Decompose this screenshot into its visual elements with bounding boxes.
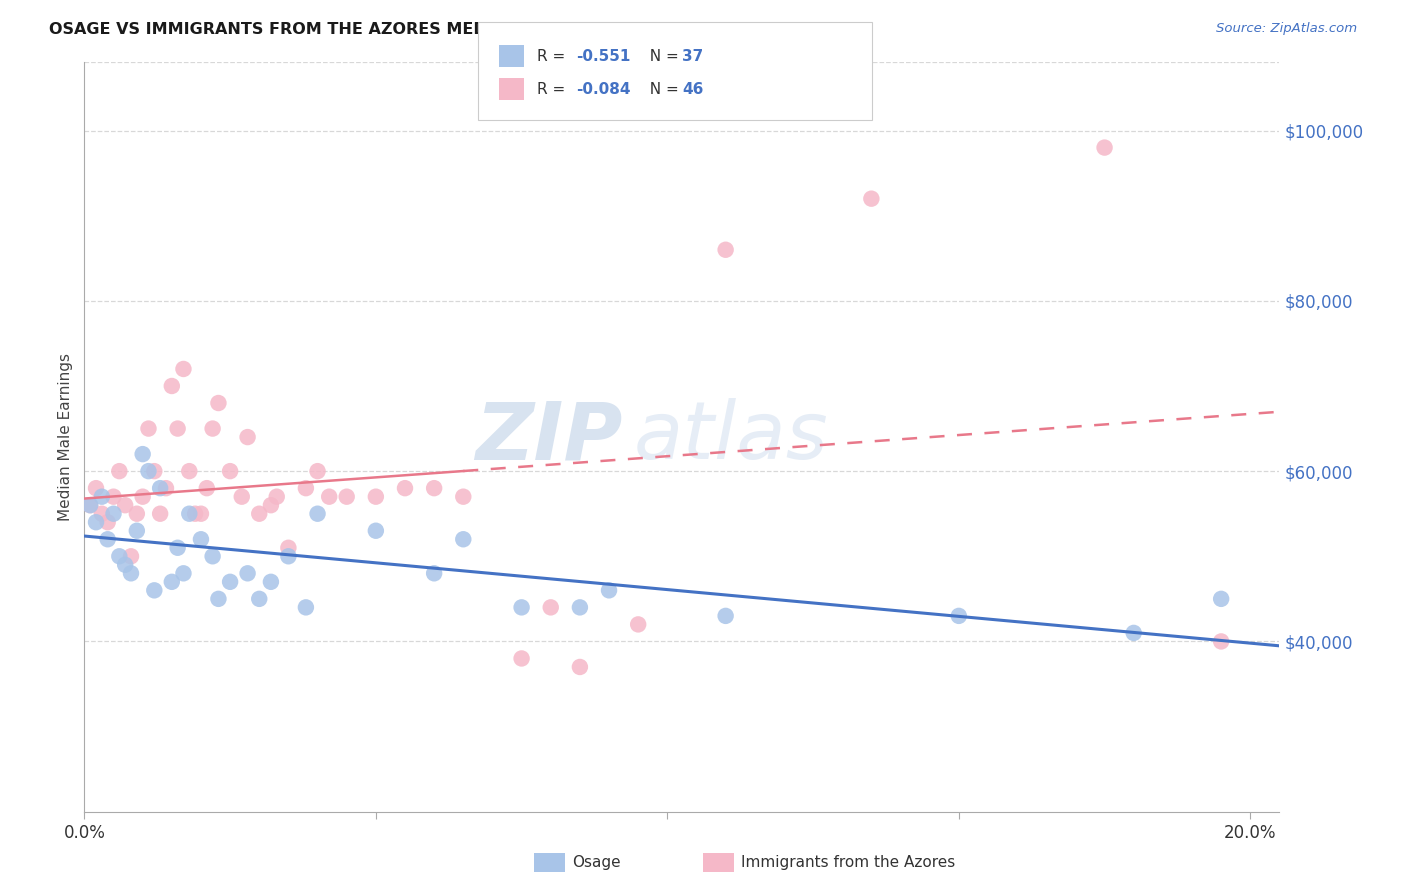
- Text: OSAGE VS IMMIGRANTS FROM THE AZORES MEDIAN MALE EARNINGS CORRELATION CHART: OSAGE VS IMMIGRANTS FROM THE AZORES MEDI…: [49, 22, 870, 37]
- Point: [336, 490, 359, 504]
- Point: [138, 421, 160, 435]
- Point: [155, 481, 177, 495]
- Point: [172, 362, 194, 376]
- Point: [318, 490, 340, 504]
- Point: [125, 507, 148, 521]
- Point: [364, 524, 387, 538]
- Text: 37: 37: [682, 49, 703, 63]
- Point: [184, 507, 207, 521]
- Point: [79, 498, 101, 512]
- Point: [277, 541, 299, 555]
- Point: [103, 490, 125, 504]
- Point: [97, 515, 120, 529]
- Point: [948, 608, 970, 623]
- Point: [131, 447, 153, 461]
- Point: [598, 583, 620, 598]
- Point: [860, 192, 883, 206]
- Point: [138, 464, 160, 478]
- Point: [219, 574, 242, 589]
- Point: [125, 524, 148, 538]
- Text: R =: R =: [537, 49, 571, 63]
- Text: ZIP: ZIP: [475, 398, 623, 476]
- Point: [510, 651, 533, 665]
- Point: [84, 481, 107, 495]
- Point: [143, 464, 166, 478]
- Point: [108, 549, 131, 564]
- Point: [247, 591, 270, 606]
- Point: [453, 490, 475, 504]
- Point: [1211, 634, 1233, 648]
- Point: [179, 464, 201, 478]
- Text: 46: 46: [682, 82, 703, 96]
- Text: N =: N =: [640, 49, 683, 63]
- Point: [166, 421, 188, 435]
- Point: [172, 566, 194, 581]
- Text: N =: N =: [640, 82, 683, 96]
- Point: [195, 481, 218, 495]
- Text: R =: R =: [537, 82, 571, 96]
- Point: [423, 566, 446, 581]
- Point: [90, 507, 112, 521]
- Point: [97, 533, 120, 547]
- Point: [277, 549, 299, 564]
- Point: [207, 396, 229, 410]
- Point: [108, 464, 131, 478]
- Point: [453, 533, 475, 547]
- Text: Source: ZipAtlas.com: Source: ZipAtlas.com: [1216, 22, 1357, 36]
- Text: atlas: atlas: [634, 398, 830, 476]
- Text: -0.084: -0.084: [576, 82, 631, 96]
- Point: [510, 600, 533, 615]
- Point: [231, 490, 253, 504]
- Text: Osage: Osage: [572, 855, 621, 870]
- Point: [260, 498, 283, 512]
- Point: [568, 600, 591, 615]
- Point: [714, 608, 737, 623]
- Point: [149, 507, 172, 521]
- Point: [260, 574, 283, 589]
- Text: -0.551: -0.551: [576, 49, 631, 63]
- Point: [160, 379, 183, 393]
- Point: [114, 558, 136, 572]
- Point: [219, 464, 242, 478]
- Point: [307, 464, 329, 478]
- Point: [166, 541, 188, 555]
- Point: [103, 507, 125, 521]
- Point: [627, 617, 650, 632]
- Point: [79, 498, 101, 512]
- Point: [295, 600, 318, 615]
- Point: [207, 591, 229, 606]
- Point: [149, 481, 172, 495]
- Point: [423, 481, 446, 495]
- Point: [201, 421, 224, 435]
- Point: [364, 490, 387, 504]
- Point: [394, 481, 416, 495]
- Point: [295, 481, 318, 495]
- Point: [236, 566, 259, 581]
- Point: [120, 549, 142, 564]
- Point: [114, 498, 136, 512]
- Point: [131, 490, 153, 504]
- Point: [190, 507, 212, 521]
- Point: [90, 490, 112, 504]
- Point: [247, 507, 270, 521]
- Point: [160, 574, 183, 589]
- Point: [1094, 140, 1116, 154]
- Point: [568, 660, 591, 674]
- Point: [714, 243, 737, 257]
- Point: [201, 549, 224, 564]
- Y-axis label: Median Male Earnings: Median Male Earnings: [58, 353, 73, 521]
- Point: [143, 583, 166, 598]
- Point: [540, 600, 562, 615]
- Text: Immigrants from the Azores: Immigrants from the Azores: [741, 855, 955, 870]
- Point: [307, 507, 329, 521]
- Point: [1211, 591, 1233, 606]
- Point: [120, 566, 142, 581]
- Point: [236, 430, 259, 444]
- Point: [84, 515, 107, 529]
- Point: [190, 533, 212, 547]
- Point: [266, 490, 288, 504]
- Point: [1122, 626, 1144, 640]
- Point: [179, 507, 201, 521]
